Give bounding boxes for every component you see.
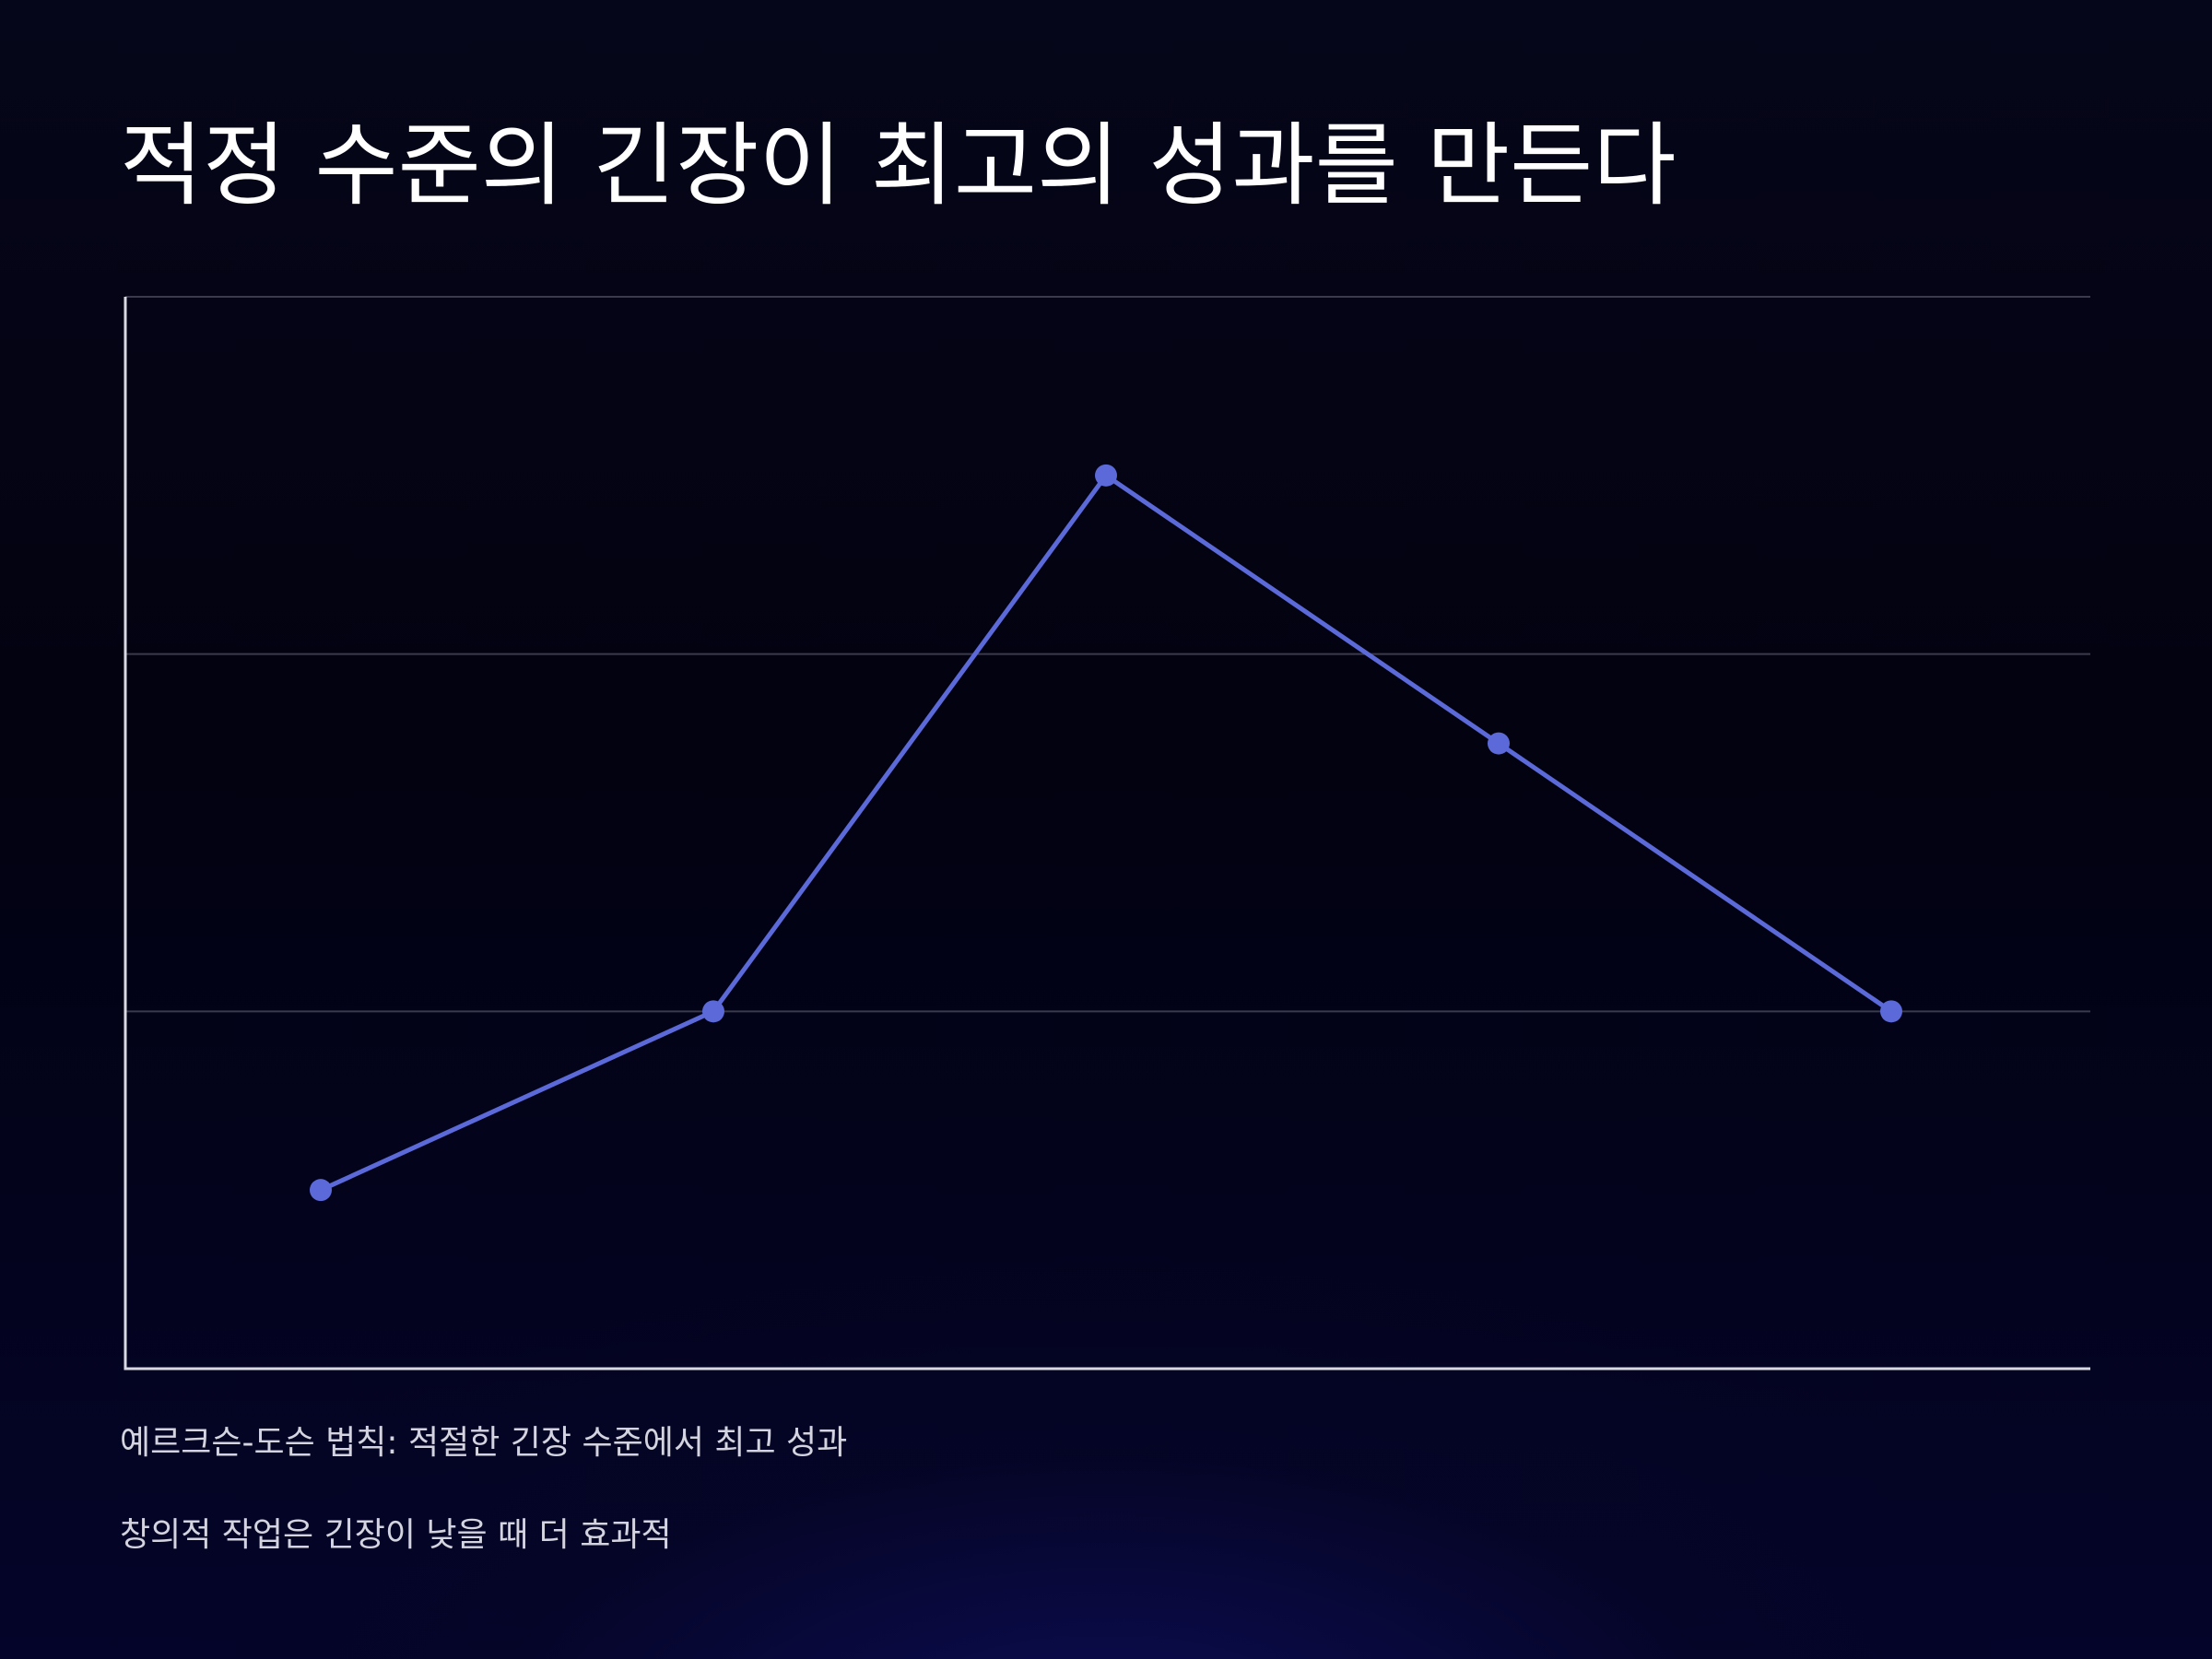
chart-note-2: 창의적 작업은 긴장이 낮을 때 더 효과적 [120, 1516, 672, 1554]
data-point-5 [1880, 1000, 1902, 1023]
data-point-3 [1095, 464, 1117, 487]
page-title: 적정 수준의 긴장이 최고의 성과를 만든다 [120, 113, 1677, 218]
chart-note-1: 예르크슨-도슨 법칙: 적절한 긴장 수준에서 최고 성과 [120, 1424, 848, 1462]
grid-lines [125, 296, 2090, 1013]
data-point-1 [310, 1179, 332, 1202]
series-layer [310, 464, 1902, 1202]
data-point-4 [1488, 732, 1510, 755]
series-line-1 [318, 473, 1894, 1193]
chart-axes [124, 297, 2090, 1371]
data-point-2 [702, 1000, 724, 1023]
